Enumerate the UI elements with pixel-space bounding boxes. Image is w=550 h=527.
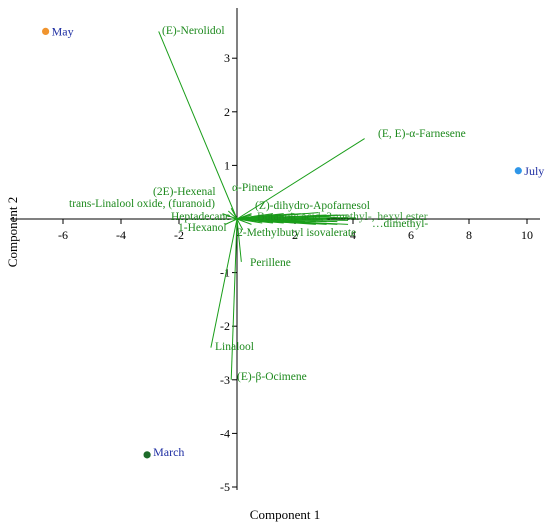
loading-labels: (E)-Nerolidol (E, E)-α-Farnesene α-Pinene (… [69, 25, 466, 383]
observation-point [143, 451, 151, 459]
observation-label: March [153, 445, 184, 459]
x-tick-label: -2 [174, 228, 184, 242]
y-tick-label: -3 [220, 373, 230, 387]
x-tick-label: 6 [408, 228, 414, 242]
y-tick-label: -1 [220, 266, 230, 280]
loading-label: (Z)-dihydro-Apofarnesol [255, 200, 370, 212]
loading-label: Linalool [215, 341, 254, 353]
observation-point [514, 167, 522, 175]
loading-label-overlap: Butanoic acid, 3-methyl-, hexyl ester [257, 211, 428, 223]
loading-vector [236, 138, 365, 220]
x-tick-label: -4 [116, 228, 126, 242]
x-tick-label: 2 [292, 228, 298, 242]
loading-label: (E, E)-α-Farnesene [378, 128, 466, 140]
loading-label: Perillene [250, 257, 291, 269]
loading-vector [236, 218, 349, 221]
loading-vector [222, 213, 238, 220]
observation-points: May July March [42, 24, 544, 459]
loading-vector [225, 218, 238, 225]
y-tick-label: -4 [220, 426, 230, 440]
loading-label: (2E)-Hexenal [153, 186, 216, 198]
loading-vector [158, 31, 238, 220]
y-tick-label: 2 [224, 105, 230, 119]
loading-vector [227, 210, 238, 220]
y-axis-title: Component 2 [5, 197, 20, 267]
x-tick-label: -6 [58, 228, 68, 242]
loading-vector [230, 218, 238, 380]
x-axis-title: Component 1 [250, 507, 320, 522]
loading-label: …dimethyl- [372, 218, 428, 230]
observation-point [42, 27, 50, 35]
y-tick-label: 3 [224, 51, 230, 65]
loading-label: α-Pinene [232, 182, 273, 194]
y-tick-label: -2 [220, 319, 230, 333]
loading-vector [230, 208, 238, 220]
loading-label: 2-Methylbutyl isovalerate [237, 227, 356, 239]
y-tick-label: 1 [224, 158, 230, 172]
loading-label: Heptadecane [171, 211, 230, 223]
loading-vector [236, 218, 242, 262]
y-tick-label: -5 [220, 480, 230, 494]
axes: -6 -4 -2 2 4 6 8 10 -5 -4 -3 -2 -1 1 2 3 [10, 8, 540, 494]
x-tick-label: 4 [350, 228, 356, 242]
loading-label: 1-Hexanol [178, 222, 227, 234]
loading-label: (E)-Nerolidol [162, 25, 225, 37]
observation-label: May [52, 24, 74, 38]
observation-label: July [524, 164, 544, 178]
x-tick-label: 8 [466, 228, 472, 242]
loading-vector [210, 218, 238, 348]
loading-vectors [158, 31, 365, 380]
loading-label: trans-Linalool oxide, (furanoid) [69, 198, 215, 210]
x-tick-label: 10 [521, 228, 533, 242]
loading-vector [236, 218, 252, 225]
loading-vector [236, 213, 274, 220]
loading-vector [236, 218, 316, 225]
loading-label: (E)-β-Ocimene [237, 371, 307, 383]
loading-vector [236, 218, 244, 230]
